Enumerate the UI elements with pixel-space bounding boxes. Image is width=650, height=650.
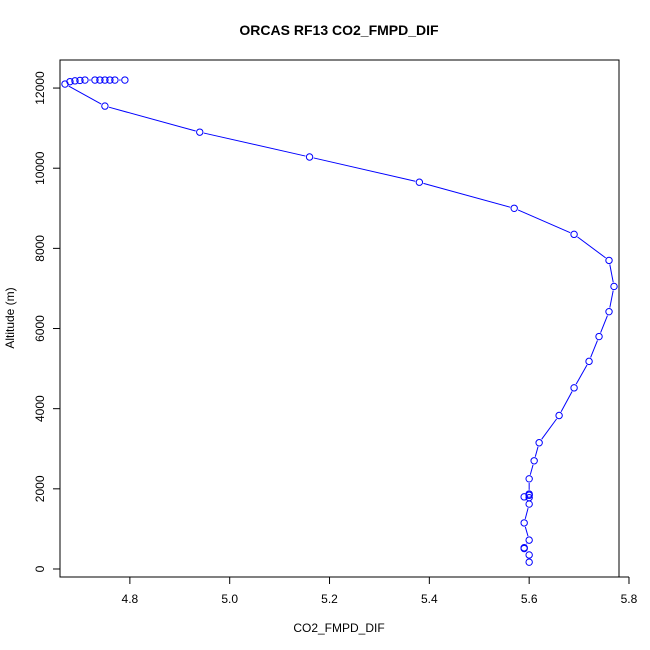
data-point xyxy=(555,411,563,420)
series-line-segment xyxy=(203,132,306,157)
y-tick-label: 8000 xyxy=(33,235,47,262)
x-tick-label: 4.8 xyxy=(122,592,139,606)
series-layer xyxy=(61,76,618,566)
data-point xyxy=(570,384,578,392)
series-line-segment xyxy=(577,236,606,259)
series-line-segment xyxy=(609,290,614,308)
data-point xyxy=(305,153,314,161)
series-line-segment xyxy=(590,340,598,358)
series-line-segment xyxy=(313,157,416,182)
series-line-segment xyxy=(524,526,529,537)
data-point xyxy=(525,558,533,566)
data-point xyxy=(605,256,613,265)
data-point xyxy=(520,519,528,527)
data-point xyxy=(530,457,538,465)
data-point xyxy=(96,76,104,84)
x-axis-label: CO2_FMPD_DIF xyxy=(293,621,384,635)
data-point xyxy=(76,76,84,85)
series-line-segment xyxy=(423,182,511,208)
series-line-segment xyxy=(524,507,529,519)
data-point xyxy=(595,332,603,341)
y-axis-label: Altitude (m) xyxy=(3,287,17,348)
series-line-segment xyxy=(609,264,614,283)
y-tick-label: 2000 xyxy=(33,475,47,502)
chart-title: ORCAS RF13 CO2_FMPD_DIF xyxy=(239,22,439,38)
data-point xyxy=(111,76,119,84)
series-line-segment xyxy=(529,464,534,475)
data-point xyxy=(525,536,533,544)
x-tick-label: 5.0 xyxy=(221,592,238,606)
series-line-segment xyxy=(560,391,573,413)
data-point xyxy=(525,500,533,508)
data-point xyxy=(520,493,528,501)
data-point xyxy=(535,439,543,447)
data-point xyxy=(570,230,578,239)
series-line-segment xyxy=(600,315,608,333)
data-point xyxy=(121,76,129,84)
y-tick-label: 12000 xyxy=(33,71,47,105)
data-point xyxy=(525,551,533,559)
data-point xyxy=(101,102,109,110)
data-point xyxy=(605,307,613,316)
data-point xyxy=(81,76,89,84)
data-point xyxy=(101,76,109,84)
data-point xyxy=(610,282,618,291)
series-line-segment xyxy=(108,106,196,132)
series-line-segment xyxy=(517,209,571,234)
x-axis: 4.8 5.0 5.2 5.4 5.6 5.8 xyxy=(122,576,638,606)
y-tick-label: 10000 xyxy=(33,151,47,185)
y-tick-label: 0 xyxy=(33,565,47,572)
x-tick-label: 5.4 xyxy=(421,592,438,606)
series-line-segment xyxy=(534,446,539,457)
series-line-segment xyxy=(575,364,588,385)
x-tick-label: 5.2 xyxy=(321,592,338,606)
data-point xyxy=(415,178,424,186)
y-tick-label: 6000 xyxy=(33,315,47,342)
data-point xyxy=(106,76,114,84)
data-point xyxy=(585,357,593,366)
x-tick-label: 5.8 xyxy=(621,592,638,606)
data-point xyxy=(525,475,533,483)
series-line-segment xyxy=(68,85,102,105)
series-line-segment xyxy=(541,418,558,440)
x-tick-label: 5.6 xyxy=(521,592,538,606)
data-point xyxy=(520,544,528,553)
plot-frame xyxy=(59,59,620,578)
y-axis: 0 2000 4000 6000 8000 10000 12000 xyxy=(33,71,61,572)
y-tick-label: 4000 xyxy=(33,395,47,422)
data-point xyxy=(61,80,69,88)
data-point xyxy=(71,77,79,85)
data-point xyxy=(91,76,99,84)
data-point xyxy=(196,128,204,136)
data-point xyxy=(510,204,518,212)
data-point xyxy=(525,491,533,499)
